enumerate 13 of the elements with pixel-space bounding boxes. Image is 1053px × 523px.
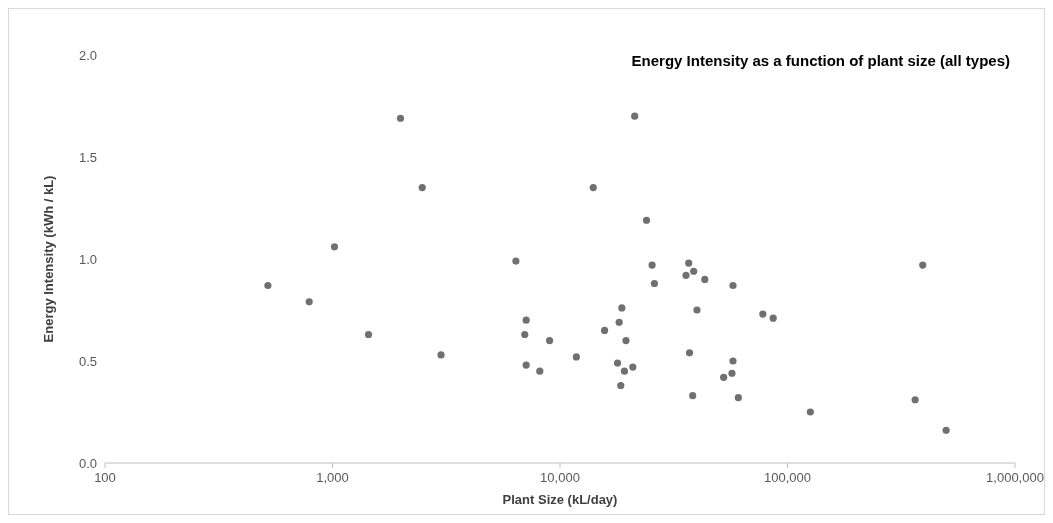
x-tick-label: 1,000,000 — [986, 470, 1044, 485]
y-tick-label: 0.0 — [78, 455, 97, 471]
chart-title: Energy Intensity as a function of plant size (all types) — [631, 52, 1010, 69]
y-tick-label: 2.0 — [78, 47, 97, 63]
x-tick-label: 10,000 — [540, 470, 580, 485]
x-tick-label: 100 — [94, 470, 116, 485]
y-tick-label: 1.5 — [78, 149, 97, 165]
x-axis-title: Plant Size (kL/day) — [502, 492, 618, 507]
x-tick-label: 1,000 — [316, 470, 349, 485]
x-tick-label: 100,000 — [764, 470, 811, 485]
y-axis-title: Energy Intensity (kWh / kL) — [41, 175, 56, 343]
y-tick-label: 0.5 — [78, 353, 97, 369]
y-tick-label: 1.0 — [78, 251, 97, 267]
